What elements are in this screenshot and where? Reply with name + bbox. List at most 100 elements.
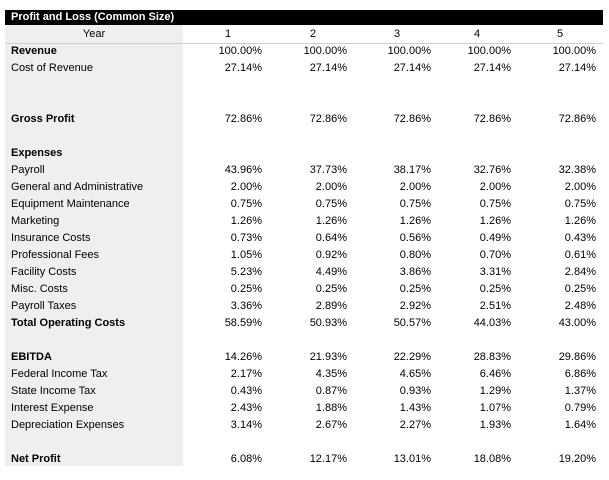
cell-value: 43.00% <box>558 317 596 329</box>
cell-value: 1.64% <box>564 419 596 431</box>
cell-value: 2.00% <box>479 181 511 193</box>
cell-value: 72.86% <box>473 113 511 125</box>
cell-value: 0.80% <box>399 249 431 261</box>
sheet-title: Profit and Loss (Common Size) <box>11 11 175 23</box>
row-label: EBITDA <box>11 351 52 363</box>
cell-value: 27.14% <box>558 62 596 74</box>
cell-value: 37.73% <box>309 164 347 176</box>
cell-value: 0.79% <box>564 402 596 414</box>
cell-value: 100.00% <box>552 45 596 57</box>
cell-value: 14.26% <box>224 351 262 363</box>
cell-value: 1.05% <box>230 249 262 261</box>
cell-value: 13.01% <box>393 453 431 465</box>
cell-value: 29.86% <box>558 351 596 363</box>
row-label: Payroll <box>11 164 45 176</box>
row-label: Federal Income Tax <box>11 368 108 380</box>
cell-value: 28.83% <box>473 351 511 363</box>
cell-value: 2.27% <box>399 419 431 431</box>
cell-value: 4.49% <box>315 266 347 278</box>
row-label: Gross Profit <box>11 113 75 125</box>
cell-value: 2.92% <box>399 300 431 312</box>
label-column <box>5 25 183 466</box>
row-label: General and Administrative <box>11 181 144 193</box>
cell-value: 0.73% <box>230 232 262 244</box>
cell-value: 22.29% <box>393 351 431 363</box>
cell-value: 2.43% <box>230 402 262 414</box>
cell-value: 38.17% <box>393 164 431 176</box>
cell-value: 4.65% <box>399 368 431 380</box>
cell-value: 50.57% <box>393 317 431 329</box>
cell-value: 18.08% <box>473 453 511 465</box>
cell-value: 27.14% <box>309 62 347 74</box>
header-cell: Year <box>82 28 106 40</box>
cell-value: 6.46% <box>479 368 511 380</box>
cell-value: 21.93% <box>309 351 347 363</box>
cell-value: 0.70% <box>479 249 511 261</box>
cell-value: 0.75% <box>564 198 596 210</box>
header-rule <box>5 43 603 44</box>
cell-value: 0.64% <box>315 232 347 244</box>
cell-value: 2.67% <box>315 419 347 431</box>
cell-value: 1.37% <box>564 385 596 397</box>
cell-value: 0.75% <box>315 198 347 210</box>
cell-value: 2.00% <box>564 181 596 193</box>
row-label: Marketing <box>11 215 60 227</box>
cell-value: 1.26% <box>399 215 431 227</box>
cell-value: 0.92% <box>315 249 347 261</box>
cell-value: 2.48% <box>564 300 596 312</box>
row-label: State Income Tax <box>11 385 96 397</box>
cell-value: 0.25% <box>315 283 347 295</box>
row-label: Misc. Costs <box>11 283 68 295</box>
row-label: Facility Costs <box>11 266 77 278</box>
cell-value: 2.51% <box>479 300 511 312</box>
cell-value: 6.08% <box>230 453 262 465</box>
row-label: Insurance Costs <box>11 232 91 244</box>
cell-value: 2.17% <box>230 368 262 380</box>
cell-value: 72.86% <box>224 113 262 125</box>
cell-value: 0.75% <box>479 198 511 210</box>
row-label: Net Profit <box>11 453 61 465</box>
cell-value: 3.31% <box>479 266 511 278</box>
cell-value: 27.14% <box>224 62 262 74</box>
header-cell: 4 <box>473 28 481 40</box>
header-cell: 2 <box>309 28 317 40</box>
cell-value: 4.35% <box>315 368 347 380</box>
cell-value: 0.43% <box>564 232 596 244</box>
row-label: Cost of Revenue <box>11 62 93 74</box>
cell-value: 72.86% <box>558 113 596 125</box>
cell-value: 72.86% <box>309 113 347 125</box>
row-label: Payroll Taxes <box>11 300 77 312</box>
header-cell: 5 <box>556 28 564 40</box>
cell-value: 27.14% <box>473 62 511 74</box>
cell-value: 1.26% <box>479 215 511 227</box>
cell-value: 2.00% <box>230 181 262 193</box>
cell-value: 100.00% <box>218 45 262 57</box>
row-label: Revenue <box>11 45 57 57</box>
cell-value: 44.03% <box>473 317 511 329</box>
cell-value: 100.00% <box>467 45 511 57</box>
cell-value: 3.86% <box>399 266 431 278</box>
cell-value: 1.26% <box>230 215 262 227</box>
cell-value: 6.86% <box>564 368 596 380</box>
title-bar <box>5 10 603 25</box>
cell-value: 1.07% <box>479 402 511 414</box>
cell-value: 0.43% <box>230 385 262 397</box>
cell-value: 12.17% <box>309 453 347 465</box>
cell-value: 2.89% <box>315 300 347 312</box>
cell-value: 0.25% <box>564 283 596 295</box>
cell-value: 2.00% <box>315 181 347 193</box>
cell-value: 2.00% <box>399 181 431 193</box>
row-label: Depreciation Expenses <box>11 419 125 431</box>
cell-value: 32.38% <box>558 164 596 176</box>
cell-value: 0.61% <box>564 249 596 261</box>
cell-value: 0.93% <box>399 385 431 397</box>
cell-value: 0.56% <box>399 232 431 244</box>
row-label: Expenses <box>11 147 63 159</box>
cell-value: 100.00% <box>387 45 431 57</box>
cell-value: 1.93% <box>479 419 511 431</box>
row-label: Interest Expense <box>11 402 94 414</box>
cell-value: 1.29% <box>479 385 511 397</box>
cell-value: 0.75% <box>399 198 431 210</box>
cell-value: 58.59% <box>224 317 262 329</box>
